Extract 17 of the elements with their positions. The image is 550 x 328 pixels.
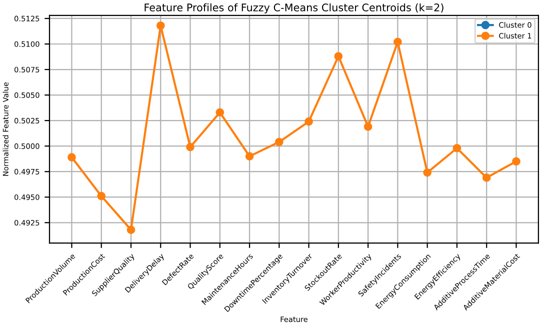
chart-title: Feature Profiles of Fuzzy C-Means Cluster Centroids (k=2) — [144, 3, 444, 14]
point — [512, 157, 520, 166]
point — [364, 122, 372, 131]
point — [216, 108, 224, 117]
point — [186, 142, 194, 152]
point — [274, 138, 284, 146]
point — [334, 52, 343, 60]
point — [304, 117, 313, 126]
point — [482, 174, 491, 182]
point — [156, 21, 165, 30]
point — [97, 192, 106, 200]
point — [245, 152, 254, 160]
point — [394, 38, 402, 46]
point — [68, 153, 76, 162]
point — [423, 168, 432, 177]
point — [126, 226, 136, 234]
point — [452, 144, 462, 152]
